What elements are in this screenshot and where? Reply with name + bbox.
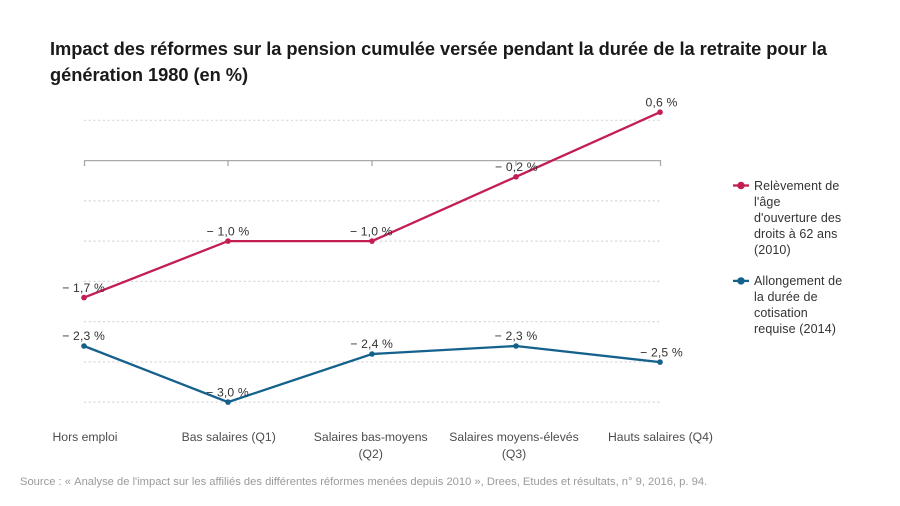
svg-text:− 0,2 %: − 0,2 % <box>495 160 538 174</box>
svg-text:− 2,3 %: − 2,3 % <box>62 329 105 343</box>
svg-text:− 2,3 %: − 2,3 % <box>495 329 538 343</box>
svg-text:Bas salaires (Q1): Bas salaires (Q1) <box>182 430 276 444</box>
svg-text:− 2,5 %: − 2,5 % <box>640 345 683 359</box>
svg-text:Salaires bas-moyens: Salaires bas-moyens <box>314 430 428 444</box>
svg-text:Hauts salaires (Q4): Hauts salaires (Q4) <box>608 430 713 444</box>
svg-text:− 1,7 %: − 1,7 % <box>62 281 105 295</box>
svg-text:− 3,0 %: − 3,0 % <box>206 385 249 399</box>
svg-text:Salaires moyens-élevés: Salaires moyens-élevés <box>449 430 578 444</box>
svg-text:(Q2): (Q2) <box>359 447 383 461</box>
svg-text:(Q3): (Q3) <box>502 447 526 461</box>
svg-text:Hors emploi: Hors emploi <box>52 430 117 444</box>
svg-text:− 1,0 %: − 1,0 % <box>350 224 393 238</box>
svg-text:0,6 %: 0,6 % <box>646 95 678 109</box>
svg-text:− 1,0 %: − 1,0 % <box>207 224 250 238</box>
svg-text:− 2,4 %: − 2,4 % <box>350 337 393 351</box>
